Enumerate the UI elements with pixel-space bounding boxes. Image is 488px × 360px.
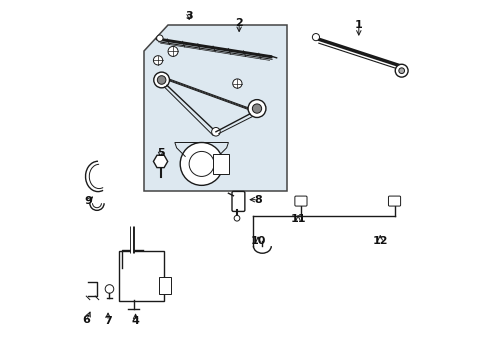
Circle shape bbox=[153, 72, 169, 88]
FancyBboxPatch shape bbox=[213, 154, 229, 174]
Text: 7: 7 bbox=[104, 316, 112, 326]
Circle shape bbox=[252, 104, 261, 113]
Circle shape bbox=[153, 56, 163, 65]
Text: 4: 4 bbox=[131, 316, 139, 326]
Circle shape bbox=[398, 68, 404, 73]
Text: 3: 3 bbox=[185, 11, 193, 21]
FancyBboxPatch shape bbox=[294, 196, 306, 206]
Circle shape bbox=[105, 285, 114, 293]
Text: 1: 1 bbox=[354, 19, 362, 30]
Text: 8: 8 bbox=[254, 195, 262, 204]
Polygon shape bbox=[144, 24, 287, 191]
Circle shape bbox=[211, 127, 220, 136]
FancyBboxPatch shape bbox=[119, 251, 164, 301]
Text: 6: 6 bbox=[82, 315, 90, 325]
Text: 2: 2 bbox=[235, 18, 243, 28]
Text: 11: 11 bbox=[290, 214, 305, 224]
Circle shape bbox=[156, 35, 163, 41]
Circle shape bbox=[157, 76, 165, 84]
FancyBboxPatch shape bbox=[231, 192, 244, 211]
FancyBboxPatch shape bbox=[387, 196, 400, 206]
Text: 9: 9 bbox=[84, 197, 92, 206]
Text: 10: 10 bbox=[250, 236, 265, 246]
FancyBboxPatch shape bbox=[159, 277, 170, 294]
Circle shape bbox=[312, 33, 319, 41]
Circle shape bbox=[232, 79, 242, 88]
Text: 5: 5 bbox=[157, 148, 164, 158]
Circle shape bbox=[234, 215, 240, 221]
Circle shape bbox=[180, 143, 223, 185]
Text: 12: 12 bbox=[372, 236, 387, 246]
Circle shape bbox=[168, 46, 178, 57]
Circle shape bbox=[247, 100, 265, 117]
Circle shape bbox=[394, 64, 407, 77]
